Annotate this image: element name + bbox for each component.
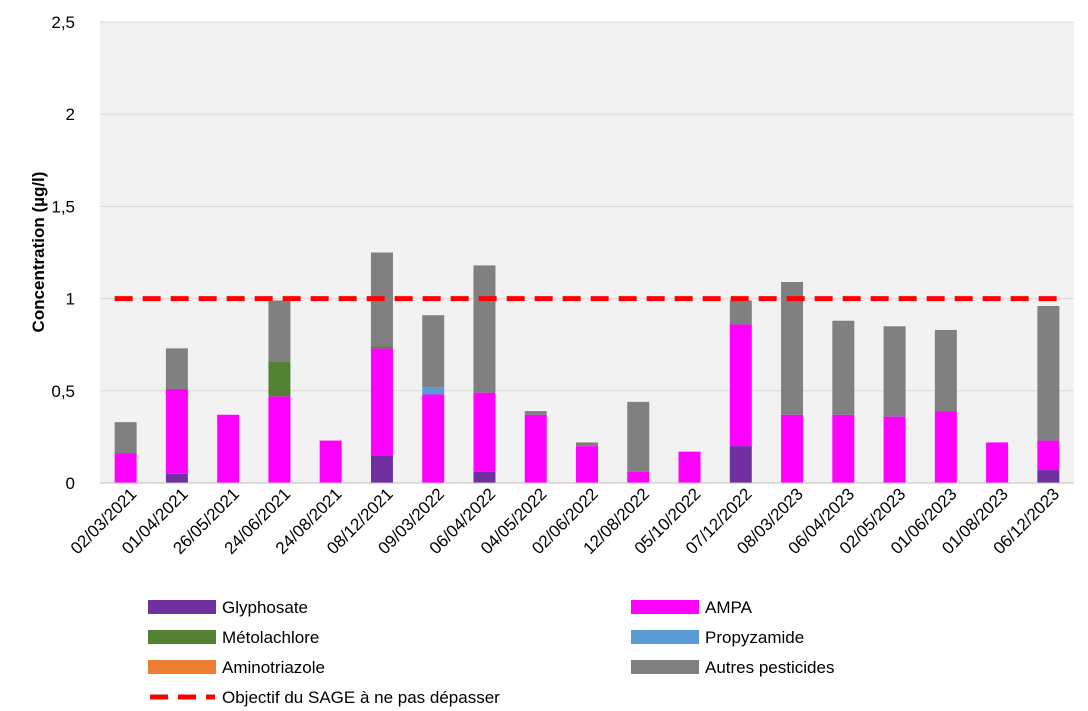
bar-autres-pesticides [576,442,598,447]
bar-autres-pesticides [422,315,445,388]
legend-label-glyphosate: Glyphosate [222,598,308,617]
legend-label-aminotriazole: Aminotriazole [222,658,325,677]
y-tick-label: 2,5 [51,13,75,32]
bar-ampa [370,348,393,456]
bar-ampa [832,414,855,483]
bar-autres-pesticides [627,401,650,472]
bar-metolachlore [370,346,393,349]
bar-ampa [781,414,804,483]
y-tick-label: 0,5 [51,382,75,401]
bar-autres-pesticides [268,300,291,362]
legend-label-metolachlore: Métolachlore [222,628,319,647]
bar-autres-pesticides [524,411,547,415]
bar-ampa [576,446,598,483]
legend-label-threshold: Objectif du SAGE à ne pas dépasser [222,688,500,707]
bar-ampa [627,471,650,483]
bar-ampa [165,388,188,474]
bar-ampa [217,414,240,483]
bar-ampa [319,440,342,483]
bar-propyzamide [422,387,445,395]
y-tick-label: 0 [66,474,75,493]
bar-autres-pesticides [832,320,855,415]
legend-label-propyzamide: Propyzamide [705,628,804,647]
y-tick-label: 1,5 [51,197,75,216]
bar-ampa [883,416,906,483]
bar-autres-pesticides [883,326,906,417]
bar-ampa [114,453,137,483]
bars [114,252,1060,483]
bar-autres-pesticides [473,265,496,393]
bar-ampa [524,414,547,483]
bar-glyphosate [729,446,752,483]
bar-ampa [678,451,701,483]
y-axis-ticks: 0 0,5 1 1,5 2 2,5 [51,13,75,493]
bar-ampa [268,396,291,483]
legend-swatch-aminotriazole [148,660,216,674]
bar-ampa [473,392,496,472]
bar-ampa [986,442,1009,483]
y-tick-label: 1 [66,290,75,309]
y-tick-label: 2 [66,105,75,124]
bar-glyphosate [370,455,393,483]
bar-autres-pesticides [934,329,957,412]
bar-ampa [934,411,957,483]
bar-autres-pesticides [1037,305,1060,441]
bar-ampa [1037,440,1060,471]
bar-glyphosate [165,473,188,483]
legend-swatch-propyzamide [631,630,699,644]
bar-autres-pesticides [729,300,752,325]
legend-swatch-glyphosate [148,600,216,614]
legend-swatch-autres-pesticides [631,660,699,674]
bar-glyphosate [1037,470,1060,483]
bar-ampa [729,324,752,447]
legend-swatch-metolachlore [148,630,216,644]
x-axis-ticks: 02/03/202101/04/202126/05/202124/06/2021… [67,484,1063,558]
bar-ampa [422,394,445,483]
legend-label-autres-pesticides: Autres pesticides [705,658,834,677]
plot-area-background [100,22,1074,483]
legend-swatch-ampa [631,600,699,614]
bar-autres-pesticides [781,282,804,415]
legend: Glyphosate AMPA Métolachlore Propyzamide Ami… [148,598,834,707]
y-axis-label: Concentration (µg/l) [29,172,48,333]
bar-metolachlore [268,361,291,397]
legend-label-ampa: AMPA [705,598,753,617]
bar-autres-pesticides [114,422,137,454]
bar-glyphosate [473,471,496,483]
bar-autres-pesticides [165,348,188,389]
